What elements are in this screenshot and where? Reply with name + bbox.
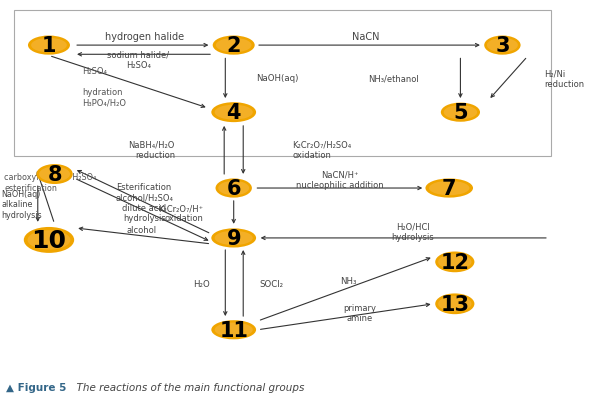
Ellipse shape [214, 105, 253, 120]
Text: 12: 12 [441, 252, 469, 272]
Text: NH₃: NH₃ [340, 276, 357, 286]
Text: 10: 10 [31, 228, 67, 252]
Text: H₂/Ni
reduction: H₂/Ni reduction [544, 69, 584, 89]
Text: 1: 1 [42, 36, 56, 56]
Ellipse shape [438, 296, 471, 312]
Ellipse shape [31, 39, 67, 53]
Ellipse shape [214, 231, 253, 245]
Ellipse shape [487, 39, 518, 53]
Text: sodium halide/
H₂SO₄: sodium halide/ H₂SO₄ [107, 51, 170, 70]
Ellipse shape [216, 179, 252, 198]
Ellipse shape [435, 252, 474, 273]
Ellipse shape [37, 165, 73, 184]
Text: 2: 2 [226, 36, 241, 56]
Text: 8: 8 [47, 165, 62, 184]
Text: carboxylic acid / H₂SO₄
esterification: carboxylic acid / H₂SO₄ esterification [4, 173, 97, 192]
Text: 11: 11 [219, 320, 248, 340]
Text: H₂O: H₂O [193, 279, 210, 288]
Ellipse shape [425, 179, 473, 198]
Ellipse shape [219, 181, 249, 196]
Text: hydrogen halide: hydrogen halide [105, 31, 184, 41]
Text: The reactions of the main functional groups: The reactions of the main functional gro… [70, 383, 305, 393]
Text: ▲ Figure 5: ▲ Figure 5 [6, 383, 66, 393]
Ellipse shape [24, 227, 74, 253]
Text: SOCl₂: SOCl₂ [259, 279, 283, 288]
Text: dilute acid
hydrolysis: dilute acid hydrolysis [122, 204, 166, 223]
Ellipse shape [429, 181, 469, 196]
Text: NaOH(aq): NaOH(aq) [256, 73, 299, 82]
Ellipse shape [214, 323, 253, 337]
Text: 7: 7 [442, 178, 456, 198]
Text: 3: 3 [495, 36, 509, 56]
Text: primary
amine: primary amine [343, 303, 376, 322]
Text: H₂SO₄

hydration
H₃PO₄/H₂O: H₂SO₄ hydration H₃PO₄/H₂O [82, 67, 127, 107]
Text: NaCN: NaCN [352, 31, 379, 41]
Ellipse shape [213, 36, 254, 56]
Text: 13: 13 [441, 294, 469, 314]
Text: NaBH₄/H₂O
reduction: NaBH₄/H₂O reduction [128, 140, 175, 159]
Ellipse shape [28, 231, 70, 250]
Ellipse shape [28, 36, 70, 56]
Ellipse shape [211, 320, 256, 340]
Text: alcohol: alcohol [126, 226, 157, 235]
Text: K₂Cr₂O₇/H⁺
oxidation: K₂Cr₂O₇/H⁺ oxidation [158, 204, 203, 223]
Text: K₂Cr₂O₇/H₂SO₄
oxidation: K₂Cr₂O₇/H₂SO₄ oxidation [293, 140, 352, 159]
Ellipse shape [39, 167, 70, 182]
Ellipse shape [211, 229, 256, 248]
Text: 5: 5 [453, 103, 468, 123]
Text: 6: 6 [226, 178, 241, 198]
Text: H₂O/HCl
hydrolysis: H₂O/HCl hydrolysis [392, 222, 434, 241]
Ellipse shape [438, 255, 471, 270]
Ellipse shape [211, 103, 256, 123]
Text: NaCN/H⁺
nucleophilic addition: NaCN/H⁺ nucleophilic addition [296, 170, 384, 189]
Text: Esterification
alcohol/H₂SO₄: Esterification alcohol/H₂SO₄ [115, 183, 173, 202]
Ellipse shape [435, 294, 474, 314]
Text: NH₃/ethanol: NH₃/ethanol [368, 75, 418, 83]
Text: 4: 4 [226, 103, 241, 123]
Text: 9: 9 [226, 228, 241, 248]
Ellipse shape [444, 106, 477, 120]
Ellipse shape [484, 36, 521, 56]
Ellipse shape [216, 39, 252, 53]
Text: NaOH(aq)
alkaline
hydrolysis: NaOH(aq) alkaline hydrolysis [1, 190, 42, 219]
Ellipse shape [441, 103, 480, 122]
